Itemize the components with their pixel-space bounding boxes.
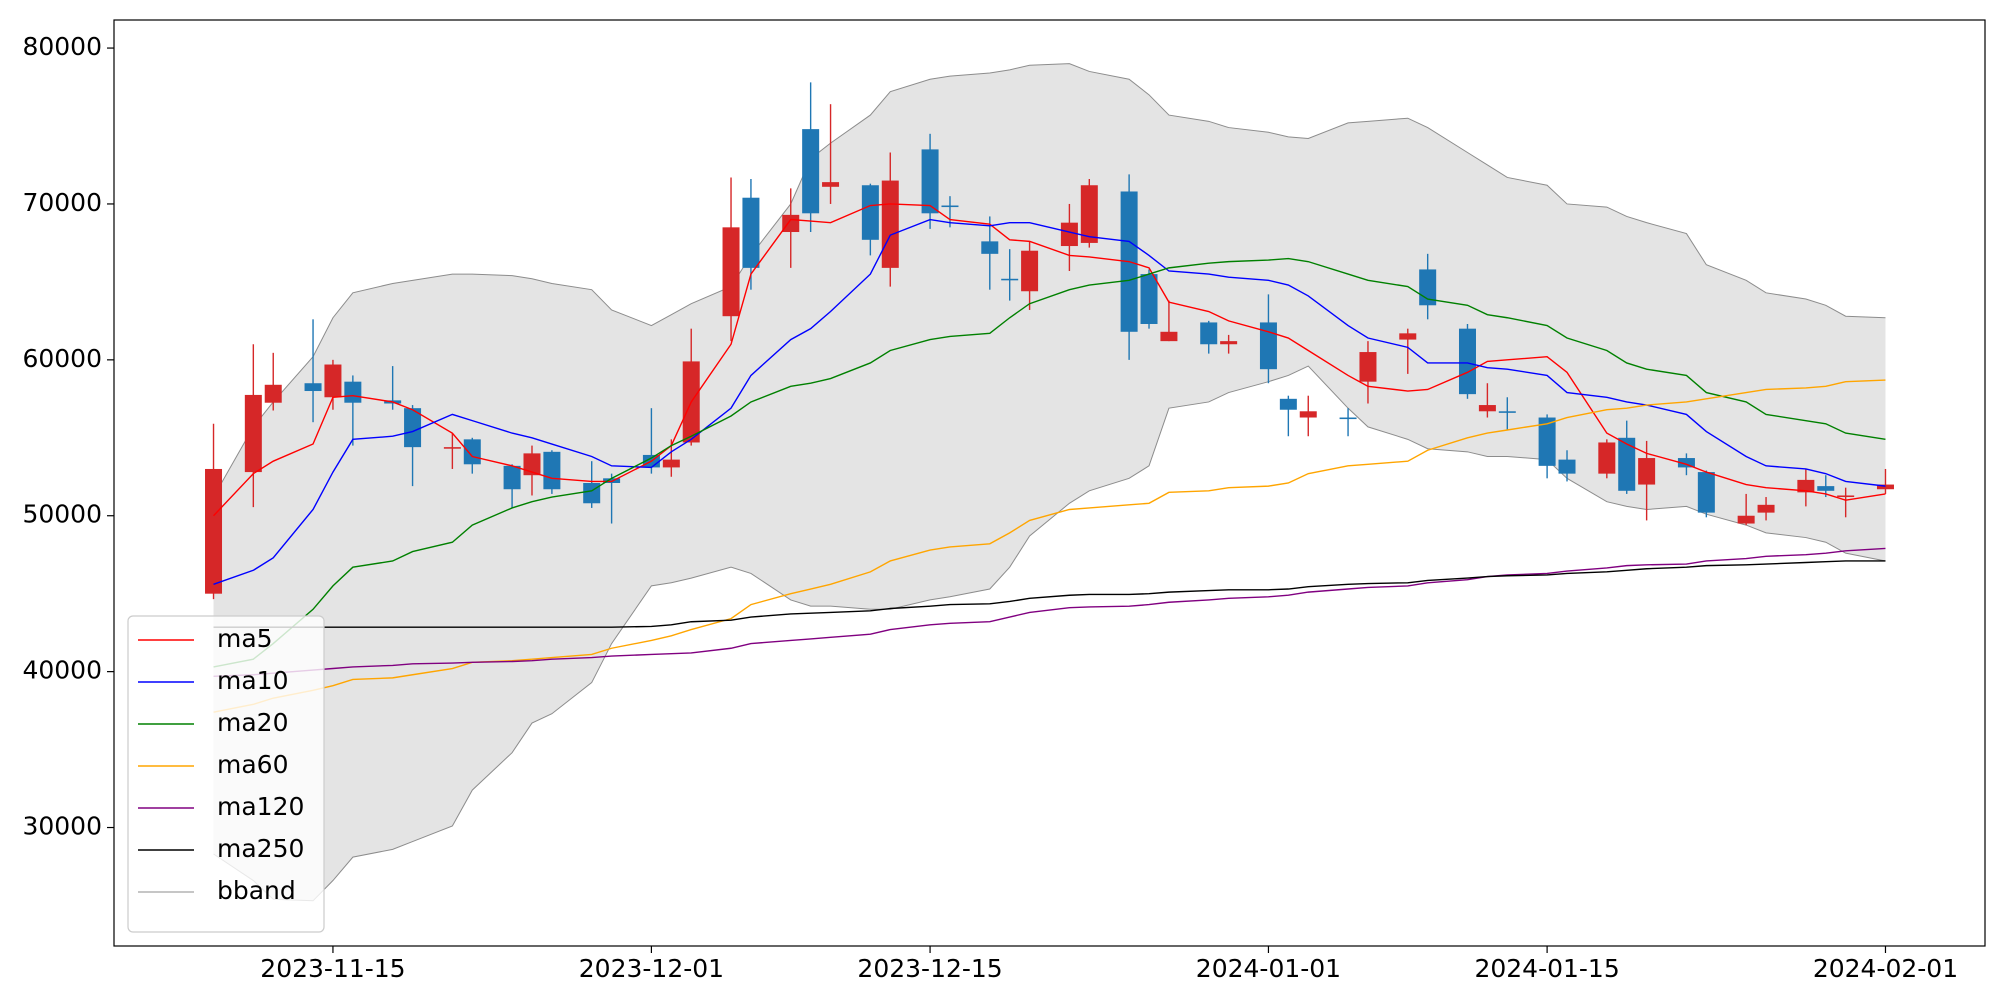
y-tick-label: 60000: [22, 344, 102, 373]
candle-body: [1080, 185, 1098, 243]
candle-body: [782, 214, 800, 233]
candle-body: [1399, 333, 1417, 340]
legend-box: [127, 615, 325, 933]
legend-label: ma10: [217, 666, 288, 695]
axes-frame: [113, 19, 1986, 947]
y-tick-label: 70000: [22, 188, 102, 217]
candle-body: [742, 197, 760, 268]
candle-body: [1558, 459, 1576, 474]
candle-body: [861, 185, 879, 240]
candle-body: [1458, 328, 1476, 395]
candle-body: [662, 459, 680, 468]
candle-body: [1697, 472, 1715, 513]
x-tick-label: 2024-02-01: [1813, 954, 1958, 983]
candle-body: [1259, 322, 1277, 370]
candle-body: [1538, 417, 1556, 466]
legend: ma5 ma10 ma20 ma60 ma120 ma250 bband: [127, 615, 325, 933]
candle-body: [1001, 278, 1019, 281]
legend-label: ma20: [217, 708, 288, 737]
candle-body: [543, 451, 561, 490]
x-tick-label: 2024-01-15: [1474, 954, 1619, 983]
candle-body: [205, 468, 223, 594]
legend-label: ma250: [217, 834, 304, 863]
ma-line: [213, 203, 1886, 517]
plot-area: [205, 63, 1894, 902]
bband-upper: [213, 63, 1886, 498]
candle-body: [304, 383, 322, 392]
legend-label: bband: [217, 876, 296, 905]
x-tick-label: 2023-12-01: [579, 954, 724, 983]
candle-body: [921, 149, 939, 214]
candle-body: [244, 394, 262, 473]
candle-body: [881, 180, 899, 268]
candle-body: [503, 465, 521, 490]
candle-body: [1638, 458, 1656, 485]
candle-body: [1299, 411, 1317, 418]
candle-body: [1837, 495, 1855, 498]
candle-body: [722, 227, 740, 317]
candle-body: [981, 241, 999, 254]
candle-body: [1677, 458, 1695, 468]
legend-label: ma5: [217, 624, 273, 653]
legend-label: ma120: [217, 792, 304, 821]
bband-area: [213, 63, 1886, 901]
candle-body: [1359, 352, 1377, 382]
y-tick-label: 40000: [22, 656, 102, 685]
ma-line: [213, 547, 1886, 678]
candle-body: [1060, 222, 1078, 247]
candle-body: [404, 408, 422, 448]
x-tick-label: 2023-11-15: [260, 954, 405, 983]
candle-body: [1279, 398, 1297, 410]
candle-body: [523, 453, 541, 476]
candle-body: [1498, 411, 1516, 413]
bband-lower: [213, 365, 1886, 902]
candle-body: [1200, 322, 1218, 345]
candle-body: [1797, 479, 1815, 493]
candle-body: [264, 384, 282, 403]
candle-body: [463, 439, 481, 465]
candle-body: [1598, 442, 1616, 474]
candle-body: [1618, 437, 1636, 491]
candle-body: [1737, 515, 1755, 524]
candle-body: [344, 381, 362, 403]
x-tick-label: 2024-01-01: [1196, 954, 1341, 983]
candle-body: [583, 483, 601, 504]
x-tick-label: 2023-12-15: [857, 954, 1002, 983]
candle-body: [802, 129, 820, 214]
candle-body: [1160, 331, 1178, 342]
y-tick-label: 30000: [22, 812, 102, 841]
candle-body: [1220, 341, 1238, 345]
candle-body: [324, 364, 342, 398]
candle-body: [1757, 504, 1775, 513]
candle-body: [822, 182, 840, 187]
candle-body: [1021, 250, 1039, 292]
candle-body: [443, 447, 461, 449]
legend-label: ma60: [217, 750, 288, 779]
candle-body: [1876, 484, 1894, 490]
candle-body: [1339, 417, 1357, 420]
candle-body: [1817, 486, 1835, 491]
y-tick-label: 50000: [22, 500, 102, 529]
y-tick-label: 80000: [22, 32, 102, 61]
candle-body: [1140, 274, 1158, 324]
candle-body: [941, 205, 959, 208]
ma-line: [213, 218, 1886, 585]
ma-line: [213, 560, 1886, 628]
ma-line: [213, 257, 1886, 668]
candle-body: [1478, 405, 1496, 412]
